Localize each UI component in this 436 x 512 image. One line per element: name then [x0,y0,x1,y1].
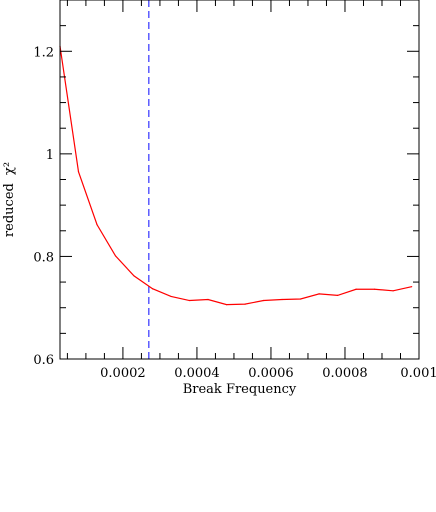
data-point [96,224,98,226]
data-point [355,288,357,290]
data-point [244,303,246,305]
data-point [410,286,413,288]
x-tick-label: 0.001 [400,366,436,381]
data-point [133,275,135,277]
data-point [77,171,80,173]
data-point [392,290,394,292]
x-axis-label: Break Frequency [183,382,297,397]
data-point [299,298,302,300]
x-tick-label: 0.0006 [248,366,294,381]
data-point [225,304,228,306]
y-axis-label-text: reduced [2,183,17,237]
data-point [318,293,320,295]
data-point [281,298,283,301]
data-point [336,294,339,297]
y-tick-label: 1.2 [33,45,54,60]
y-axis-label: reduced χ² [2,162,17,237]
y-tick-label: 0.6 [33,353,54,368]
series-line [59,46,412,306]
plot-layer [59,0,413,359]
data-point [114,255,117,257]
data-point [262,299,265,302]
plot-frame [59,0,420,360]
data-point [151,288,154,290]
data-point [170,295,172,298]
y-tick-label: 0.8 [33,250,54,265]
y-axis-label-symbol: χ² [2,162,17,175]
x-tick-label: 0.0008 [322,366,368,381]
x-tick-label: 0.0004 [174,366,220,381]
data-point [188,299,191,302]
y-tick-label: 1 [46,148,54,163]
data-point [373,288,376,290]
x-tick-label: 0.0002 [100,366,146,381]
axes-layer: 0.0002 0.0004 0.0006 0.0008 0.001 0.6 0.8 1 1.2 [33,0,436,381]
data-point [207,298,209,301]
